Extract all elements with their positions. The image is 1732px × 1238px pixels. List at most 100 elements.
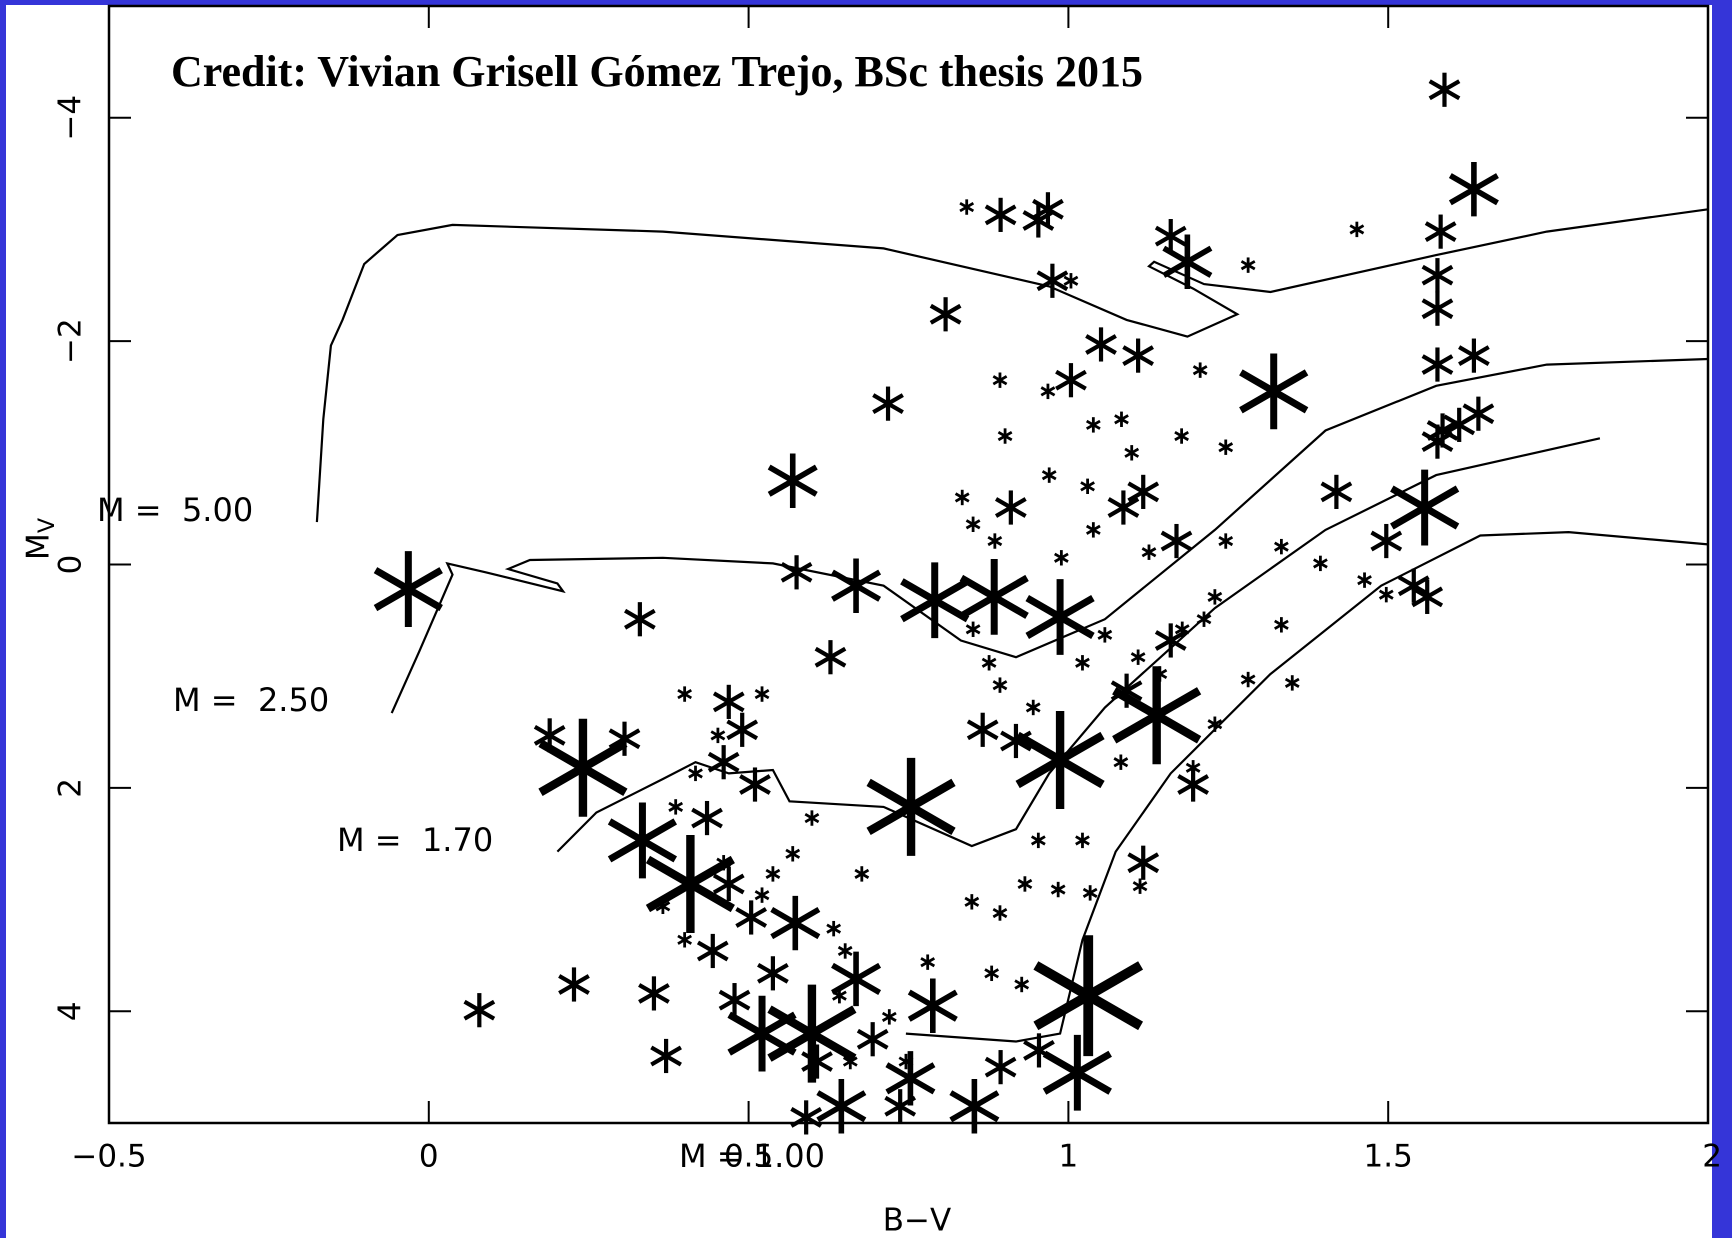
star-arm — [1085, 334, 1117, 355]
star-arm — [463, 999, 496, 1021]
track-line — [905, 530, 1709, 1043]
star-arm — [1085, 419, 1101, 430]
star-marker — [1426, 413, 1459, 448]
star-marker — [1421, 291, 1454, 326]
star-marker — [533, 718, 566, 753]
star-marker — [804, 810, 820, 826]
star-arm — [373, 567, 443, 612]
star-marker — [757, 956, 789, 991]
star-arm — [898, 1056, 914, 1067]
star-marker — [997, 428, 1013, 444]
star-marker — [1107, 490, 1140, 525]
star-arm — [770, 907, 821, 940]
star-marker — [1411, 579, 1444, 614]
star-marker — [856, 1022, 889, 1057]
star-marker — [992, 905, 1008, 921]
y-axis-label: M V — [21, 518, 61, 560]
star-arm — [608, 728, 641, 750]
star-arm — [826, 923, 842, 934]
star-arm — [1127, 481, 1160, 503]
star-arm — [984, 968, 1000, 979]
star-marker — [872, 386, 904, 421]
y-tick-label: −2 — [53, 318, 89, 364]
star-arm — [558, 974, 590, 995]
star-marker — [854, 866, 870, 882]
star-arm — [1421, 354, 1454, 375]
track-line — [390, 357, 1709, 714]
star-arm — [1030, 835, 1046, 846]
star-marker — [992, 372, 1008, 388]
star-arm — [1185, 762, 1201, 773]
star-arm — [1192, 365, 1208, 376]
star-marker — [1050, 881, 1066, 898]
star-marker — [716, 855, 732, 871]
star-arm — [1458, 345, 1490, 366]
star-arm — [1160, 530, 1193, 552]
star-arm — [1207, 719, 1223, 730]
star-arm — [1284, 677, 1300, 688]
star-arm — [856, 1028, 889, 1050]
star-marker — [558, 967, 590, 1002]
star-arm — [757, 962, 789, 984]
star-marker — [1023, 1033, 1055, 1068]
track-label: M = 1.00 — [679, 1137, 825, 1175]
star-marker — [1448, 161, 1499, 217]
star-arm — [866, 778, 956, 836]
star-marker — [1160, 523, 1193, 559]
star-arm — [1274, 541, 1289, 552]
star-arm — [881, 1011, 897, 1022]
star-marker — [1390, 469, 1460, 546]
star-marker — [677, 932, 693, 948]
star-marker — [1124, 445, 1140, 461]
star-marker — [1320, 474, 1353, 509]
star-arm — [1174, 624, 1190, 635]
star-marker — [1075, 832, 1090, 849]
star-marker — [1030, 832, 1046, 849]
star-marker — [1185, 760, 1201, 776]
star-arm — [1110, 680, 1143, 702]
star-marker — [866, 757, 956, 856]
x-tick-label: 1 — [1059, 1139, 1079, 1175]
star-marker — [688, 765, 703, 782]
star-arm — [707, 751, 740, 773]
star-arm — [727, 1011, 797, 1056]
star-marker — [1000, 723, 1032, 759]
star-arm — [965, 519, 981, 530]
star-marker — [965, 621, 981, 637]
star-arm — [884, 1095, 917, 1117]
star-marker — [1127, 474, 1160, 509]
star-arm — [1428, 79, 1461, 101]
star-marker — [655, 898, 671, 915]
star-arm — [984, 204, 1017, 226]
star-marker — [1110, 673, 1143, 708]
star-arm — [638, 983, 670, 1004]
star-marker — [954, 489, 970, 506]
star-arm — [1000, 730, 1032, 752]
star-arm — [816, 1090, 867, 1123]
star-arm — [959, 201, 975, 213]
star-arm — [533, 725, 566, 746]
star-arm — [765, 868, 781, 879]
x-tick-label: 0.5 — [724, 1139, 773, 1175]
star-marker — [1041, 467, 1057, 483]
star-arm — [624, 608, 656, 630]
star-arm — [668, 801, 684, 812]
star-marker — [1036, 263, 1069, 298]
star-arm — [1240, 674, 1256, 685]
star-arm — [1036, 270, 1069, 292]
star-marker — [1063, 273, 1079, 289]
star-arm — [1130, 652, 1146, 663]
star-arm — [696, 940, 729, 962]
star-marker — [538, 718, 628, 817]
star-marker — [1458, 338, 1490, 373]
star-arm — [1113, 757, 1129, 768]
star-marker — [726, 712, 759, 747]
star-arm — [966, 719, 999, 741]
star-arm — [754, 689, 770, 700]
star-arm — [1390, 485, 1460, 530]
star-arm — [1033, 961, 1144, 1031]
star-marker — [712, 684, 745, 719]
star-marker — [832, 987, 847, 1004]
y-axis-label-main: M — [21, 533, 57, 560]
